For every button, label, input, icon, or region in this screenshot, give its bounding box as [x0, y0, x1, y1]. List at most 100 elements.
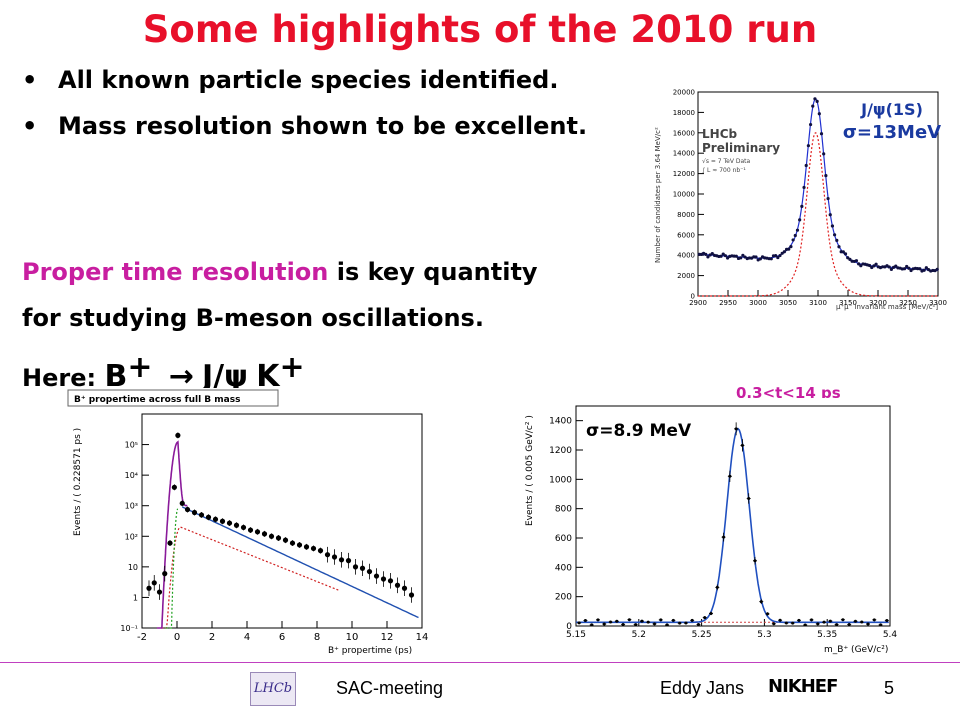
proper-time-total-curve: [156, 440, 188, 629]
jpsi-data-point: [826, 196, 830, 201]
b-mass-xtick-label: 5.35: [817, 630, 837, 640]
jpsi-axes: 2900 2950 3000 3050 3100 3150 3200 3250 3300 0 200…: [673, 89, 947, 308]
lumi-label: ∫ L ≈ 700 nb⁻¹: [702, 167, 746, 174]
b-mass-xtick-label: 5.25: [692, 630, 712, 640]
proper-time-data-point: [247, 527, 254, 533]
jpsi-data-point: [739, 256, 743, 260]
b-mass-frame: [575, 405, 891, 627]
jpsi-data-point: [706, 255, 710, 259]
proper-time-plot: B⁺ propertime across full B mass -2 0 2 4 6 8…: [66, 388, 440, 658]
proper-time-xlabel: B⁺ propertime (ps): [328, 646, 412, 656]
b-mass-data-point: [872, 618, 876, 622]
b-mass-data-point: [640, 619, 644, 623]
jpsi-data-point: [833, 233, 837, 237]
jpsi-ytick-label: 6000: [677, 231, 695, 239]
b-mass-data-point: [747, 496, 751, 500]
jpsi-xtick-label: 3050: [779, 299, 797, 307]
b-mass-data-point: [772, 622, 776, 626]
proper-time-xtick-label: 10: [346, 632, 359, 643]
jpsi-data-point: [854, 259, 859, 263]
bullet-glyph: •: [22, 66, 38, 94]
decay-b: B: [104, 359, 128, 394]
b-mass-xtick-label: 5.4: [883, 630, 898, 640]
proper-time-data-point: [233, 522, 240, 528]
jpsi-data-point: [754, 255, 758, 259]
jpsi-data-point: [719, 254, 723, 258]
jpsi-data-point: [907, 266, 911, 270]
proper-time-xtick-label: 6: [279, 632, 285, 643]
slide-title: Some highlights of the 2010 run: [142, 8, 818, 51]
jpsi-data-point: [822, 152, 826, 156]
jpsi-data-point: [887, 265, 891, 269]
proper-time-xtick-label: 4: [244, 632, 250, 643]
jpsi-data-point: [859, 264, 863, 268]
b-mass-data-point: [621, 623, 625, 627]
bullet-text-1: All known particle species identified.: [58, 66, 559, 94]
oscillations-line: for studying B-meson oscillations.: [22, 304, 484, 332]
b-mass-data-point: [678, 621, 682, 625]
jpsi-ytick-label: 2000: [677, 272, 695, 280]
jpsi-data-point: [837, 245, 841, 249]
b-mass-ytick-label: 200: [555, 593, 572, 603]
proper-time-data-point: [324, 552, 331, 558]
jpsi-data-point: [857, 262, 861, 266]
jpsi-xtick-label: 3150: [839, 299, 857, 307]
proper-time-data-point: [331, 554, 338, 560]
proper-time-signal-curve: [182, 506, 419, 619]
lhcb-logo: LHCb: [250, 672, 296, 706]
jpsi-mass-plot: 2900 2950 3000 3050 3100 3150 3200 3250 3300 0 200…: [650, 78, 950, 318]
jpsi-data-point: [848, 257, 852, 261]
b-mass-data-point: [646, 620, 650, 624]
jpsi-data-point: [806, 144, 810, 148]
proper-time-data-point: [191, 509, 198, 516]
b-mass-data-point: [596, 618, 600, 622]
jpsi-xtick-label: 2900: [689, 299, 707, 307]
proper-time-data-point: [282, 537, 289, 543]
jpsi-data-point: [902, 267, 907, 271]
b-mass-data-point: [583, 618, 587, 622]
jpsi-data-point: [872, 264, 876, 268]
decay-line: Here: B+ → J/ψ K+: [22, 350, 305, 394]
jpsi-data-point: [813, 97, 817, 101]
b-mass-data-point: [665, 623, 669, 627]
b-mass-data-point: [590, 623, 594, 627]
jpsi-data-point: [795, 228, 800, 232]
proper-time-data-point: [296, 542, 303, 548]
jpsi-data-point: [723, 254, 728, 258]
jpsi-xtick-label: 3000: [749, 299, 767, 307]
proper-time-data-point: [179, 500, 185, 506]
proper-time-data-point: [380, 576, 387, 582]
proper-time-data-point: [352, 564, 359, 570]
jpsi-ytick-label: 20000: [673, 89, 695, 97]
footer-page-number: 5: [884, 678, 895, 698]
jpsi-annotation-sigma: σ=13MeV: [842, 122, 942, 143]
jpsi-data-point: [704, 252, 708, 256]
b-mass-data-point: [778, 618, 782, 622]
b-mass-data-point: [609, 620, 613, 624]
jpsi-xlabel: μ⁺μ⁻ invariant mass [MeV/c²]: [836, 303, 938, 311]
b-mass-axes: 5.15 5.2 5.25 5.3 5.35 5.4 0 200 400 600 800 1000 12…: [549, 405, 898, 640]
b-mass-xtick-label: 5.15: [566, 630, 586, 640]
jpsi-data-point: [819, 132, 824, 136]
bullet-glyph: •: [22, 112, 38, 140]
b-mass-data-point: [860, 620, 864, 624]
jpsi-data-point: [918, 267, 922, 271]
b-mass-data-point: [866, 622, 870, 626]
jpsi-data-point: [793, 233, 797, 238]
b-mass-sigma-label: σ=8.9 MeV: [586, 421, 692, 441]
b-mass-ytick-label: 1200: [549, 446, 572, 456]
b-mass-data-point: [885, 618, 889, 622]
proper-time-data-point: [171, 484, 177, 490]
proper-time-data-point: [184, 506, 191, 513]
jpsi-data-point: [789, 244, 793, 249]
jpsi-data-point: [874, 262, 878, 266]
proper-time-points: [146, 432, 415, 603]
b-mass-data-point: [816, 622, 820, 626]
jpsi-data-point: [741, 253, 745, 257]
proper-time-ytick-label: 10⁵: [125, 441, 138, 450]
proper-time-data-point: [219, 518, 226, 524]
b-mass-data-point: [879, 623, 883, 627]
b-mass-ytick-label: 400: [555, 563, 572, 573]
jpsi-data-point: [808, 122, 813, 127]
b-mass-xtick-label: 5.2: [632, 630, 646, 640]
